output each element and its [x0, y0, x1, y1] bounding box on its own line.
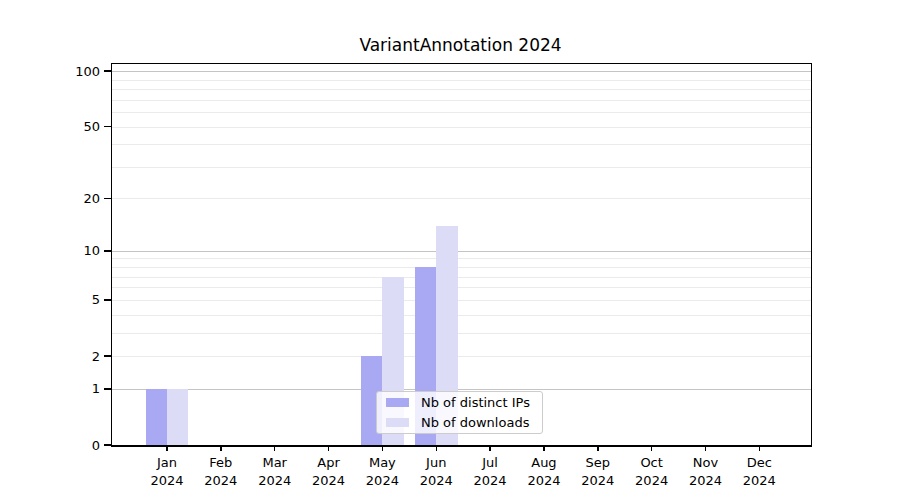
major-gridline [112, 251, 811, 252]
minor-gridline [112, 267, 811, 268]
y-axis-tick-label: 100 [56, 65, 100, 78]
x-axis-tick [274, 445, 276, 451]
x-axis-tick-label: Jul 2024 [460, 454, 520, 489]
x-axis-tick-label: Sep 2024 [568, 454, 628, 489]
y-axis-tick [104, 388, 112, 390]
x-axis-tick-label: Oct 2024 [622, 454, 682, 489]
x-axis-tick-label: Jun 2024 [406, 454, 466, 489]
bar-nb-of-distinct-ips [146, 389, 167, 445]
minor-gridline [112, 89, 811, 90]
legend-swatch-downloads [386, 418, 409, 427]
x-axis-tick [597, 445, 599, 451]
legend: Nb of distinct IPs Nb of downloads [376, 391, 543, 434]
y-axis-tick [104, 70, 112, 72]
minor-gridline [112, 315, 811, 316]
minor-gridline [112, 80, 811, 81]
minor-gridline [112, 300, 811, 301]
x-axis-tick [220, 445, 222, 451]
y-axis-tick-label: 2 [56, 350, 100, 363]
plot-area: 0125102050100Jan 2024Feb 2024Mar 2024Apr… [111, 63, 812, 447]
legend-swatch-distinct-ips [386, 398, 409, 407]
legend-item-distinct-ips: Nb of distinct IPs [386, 395, 536, 410]
x-axis-tick [436, 445, 438, 451]
y-axis-tick [104, 250, 112, 252]
x-axis-tick [759, 445, 761, 451]
legend-label-downloads: Nb of downloads [421, 415, 529, 430]
x-axis-tick [543, 445, 545, 451]
y-axis-tick [104, 444, 112, 446]
y-axis-tick [104, 299, 112, 301]
x-axis-tick [382, 445, 384, 451]
minor-gridline [112, 356, 811, 357]
y-axis-tick-label: 50 [56, 120, 100, 133]
minor-gridline [112, 333, 811, 334]
bar-nb-of-downloads [167, 389, 188, 445]
x-axis-tick-label: Nov 2024 [676, 454, 736, 489]
minor-gridline [112, 144, 811, 145]
minor-gridline [112, 287, 811, 288]
y-axis-tick-label: 20 [56, 192, 100, 205]
major-gridline [112, 71, 811, 72]
minor-gridline [112, 100, 811, 101]
x-axis-tick-label: Dec 2024 [729, 454, 789, 489]
minor-gridline [112, 127, 811, 128]
minor-gridline [112, 198, 811, 199]
y-axis-tick [104, 126, 112, 128]
x-axis-tick [489, 445, 491, 451]
y-axis-tick-label: 10 [56, 244, 100, 257]
chart-title: VariantAnnotation 2024 [111, 35, 810, 55]
x-axis-tick [651, 445, 653, 451]
y-axis-tick [104, 355, 112, 357]
y-axis-tick-label: 0 [56, 439, 100, 452]
legend-label-distinct-ips: Nb of distinct IPs [421, 395, 530, 410]
x-axis-tick [328, 445, 330, 451]
legend-item-downloads: Nb of downloads [386, 415, 536, 430]
x-axis-tick-label: May 2024 [352, 454, 412, 489]
major-gridline [112, 389, 811, 390]
x-axis-tick-label: Apr 2024 [299, 454, 359, 489]
x-axis-tick-label: Aug 2024 [514, 454, 574, 489]
y-axis-tick [104, 198, 112, 200]
y-axis-tick-label: 1 [56, 382, 100, 395]
download-stats-chart: VariantAnnotation 2024 0125102050100Jan … [0, 0, 900, 500]
minor-gridline [112, 277, 811, 278]
x-axis-tick [166, 445, 168, 451]
x-axis-tick-label: Feb 2024 [191, 454, 251, 489]
x-axis-tick-label: Jan 2024 [137, 454, 197, 489]
minor-gridline [112, 112, 811, 113]
minor-gridline [112, 167, 811, 168]
minor-gridline [112, 258, 811, 259]
x-axis-tick-label: Mar 2024 [245, 454, 305, 489]
x-axis-tick [705, 445, 707, 451]
y-axis-tick-label: 5 [56, 293, 100, 306]
